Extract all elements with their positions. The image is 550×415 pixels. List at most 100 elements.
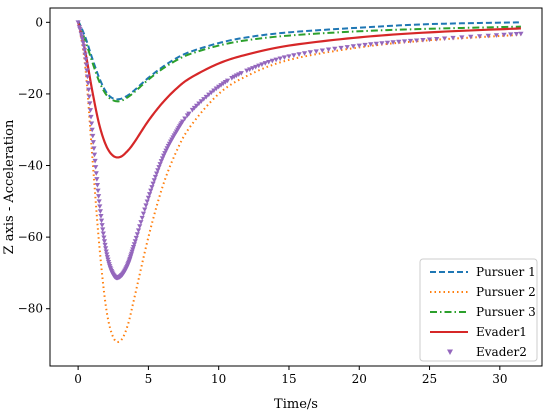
evader2-marker bbox=[213, 86, 219, 92]
series-2 bbox=[77, 22, 521, 344]
evader2-marker bbox=[459, 35, 465, 40]
evader2-marker bbox=[97, 204, 103, 209]
evader2-marker bbox=[281, 55, 288, 60]
evader2-marker bbox=[86, 94, 92, 100]
evader2-marker bbox=[100, 227, 106, 233]
evader2-marker bbox=[468, 34, 474, 40]
evader2-marker bbox=[301, 51, 308, 56]
evader2-marker bbox=[319, 48, 325, 54]
evader2-marker bbox=[83, 62, 89, 68]
series-5 bbox=[75, 20, 524, 281]
series-1 bbox=[77, 20, 521, 101]
evader2-marker bbox=[485, 33, 491, 39]
evader2-marker bbox=[151, 178, 157, 183]
evader2-marker bbox=[104, 252, 110, 257]
evader2-marker bbox=[203, 94, 209, 100]
evader2-marker bbox=[96, 194, 102, 199]
evader2-marker bbox=[247, 67, 253, 72]
x-axis-ticks: 0 5 10 15 20 25 30 bbox=[74, 366, 507, 386]
x-tick-label: 10 bbox=[211, 372, 226, 386]
y-tick-label: −80 bbox=[18, 302, 43, 316]
evader2-marker bbox=[407, 38, 414, 44]
evader2-marker bbox=[401, 39, 408, 44]
evader2-marker bbox=[384, 40, 391, 46]
evader2-marker bbox=[103, 249, 109, 255]
x-tick-label: 0 bbox=[74, 372, 82, 386]
evader2-marker bbox=[148, 188, 154, 194]
legend-label: Pursuer 3 bbox=[476, 305, 536, 319]
evader2-marker bbox=[144, 199, 150, 205]
legend-label: Evader2 bbox=[476, 345, 527, 359]
evader2-marker bbox=[88, 114, 94, 120]
evader2-marker bbox=[139, 215, 145, 221]
evader2-marker bbox=[132, 239, 138, 244]
evader2-marker bbox=[79, 37, 86, 43]
legend: Pursuer 1 Pursuer 2 Pursuer 3 Evader1 Evader… bbox=[419, 258, 538, 362]
evader2-marker bbox=[208, 90, 214, 96]
evader2-marker bbox=[266, 59, 272, 65]
evader2-marker bbox=[87, 108, 94, 113]
evader2-marker bbox=[85, 81, 91, 86]
evader2-marker bbox=[82, 52, 88, 58]
evader2-marker bbox=[344, 45, 350, 50]
evader2-marker bbox=[102, 242, 108, 248]
evader2-marker bbox=[362, 42, 368, 48]
evader2-marker bbox=[442, 36, 448, 42]
evader2-marker bbox=[277, 56, 283, 62]
evader2-marker bbox=[95, 188, 101, 194]
evader2-marker bbox=[100, 231, 106, 237]
evader2-marker bbox=[259, 62, 265, 67]
evader2-marker bbox=[84, 68, 90, 73]
evader2-marker bbox=[253, 64, 259, 70]
evader2-marker bbox=[145, 195, 151, 201]
evader2-marker bbox=[103, 246, 109, 251]
evader2-marker bbox=[296, 52, 302, 57]
evader2-marker bbox=[90, 133, 96, 139]
evader2-marker bbox=[154, 171, 160, 177]
evader2-marker bbox=[91, 146, 97, 151]
evader2-marker bbox=[273, 57, 279, 63]
evader2-marker bbox=[201, 97, 207, 102]
series-line-2 bbox=[77, 22, 521, 344]
y-axis-title: Z axis - Acceleration bbox=[2, 119, 17, 254]
evader2-marker bbox=[313, 49, 319, 54]
evader2-marker bbox=[206, 92, 212, 98]
evader2-marker bbox=[224, 78, 231, 84]
evader2-marker bbox=[180, 119, 186, 125]
evader2-marker bbox=[518, 31, 524, 37]
evader2-marker bbox=[238, 71, 244, 76]
evader2-marker bbox=[379, 41, 385, 46]
x-axis-title: Time/s bbox=[274, 397, 318, 412]
evader2-marker bbox=[140, 211, 147, 217]
evader2-marker bbox=[133, 235, 139, 241]
evader2-marker bbox=[98, 218, 105, 224]
evader2-marker bbox=[84, 74, 91, 80]
evader2-marker bbox=[211, 88, 217, 94]
evader2-marker bbox=[80, 40, 86, 46]
evader2-marker bbox=[325, 47, 332, 53]
evader2-marker bbox=[396, 39, 402, 45]
evader2-marker bbox=[101, 235, 107, 241]
evader2-marker bbox=[194, 103, 200, 109]
evader2-marker bbox=[87, 101, 93, 106]
legend-marker bbox=[447, 349, 453, 355]
evader2-marker bbox=[450, 35, 456, 41]
x-tick-label: 5 bbox=[145, 372, 153, 386]
evader2-marker bbox=[493, 33, 500, 38]
evader2-marker bbox=[186, 111, 192, 117]
evader2-marker bbox=[332, 46, 338, 52]
legend-item: Pursuer 1 bbox=[430, 265, 536, 279]
evader2-marker bbox=[81, 44, 87, 49]
evader2-marker bbox=[98, 213, 104, 219]
evader2-marker bbox=[198, 99, 204, 104]
series-line-4 bbox=[77, 22, 521, 159]
legend-label: Pursuer 2 bbox=[476, 285, 536, 299]
evader2-marker bbox=[88, 121, 95, 127]
evader2-marker bbox=[182, 116, 188, 122]
evader2-marker bbox=[262, 61, 268, 66]
series-line-1 bbox=[77, 20, 521, 101]
evader2-marker bbox=[131, 242, 137, 247]
evader2-marker bbox=[149, 185, 155, 190]
evader2-marker bbox=[134, 232, 140, 237]
evader2-marker bbox=[434, 36, 440, 42]
